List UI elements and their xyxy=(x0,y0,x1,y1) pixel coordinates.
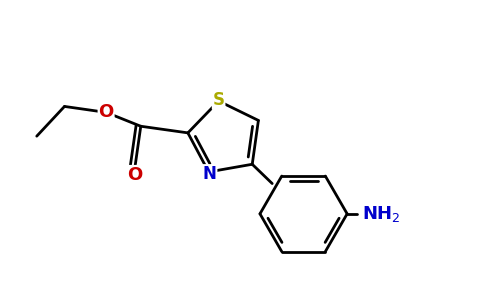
Text: N: N xyxy=(203,165,216,183)
Text: O: O xyxy=(98,103,114,122)
Text: S: S xyxy=(212,91,225,109)
Text: O: O xyxy=(127,166,142,184)
Text: NH$_2$: NH$_2$ xyxy=(362,204,401,224)
